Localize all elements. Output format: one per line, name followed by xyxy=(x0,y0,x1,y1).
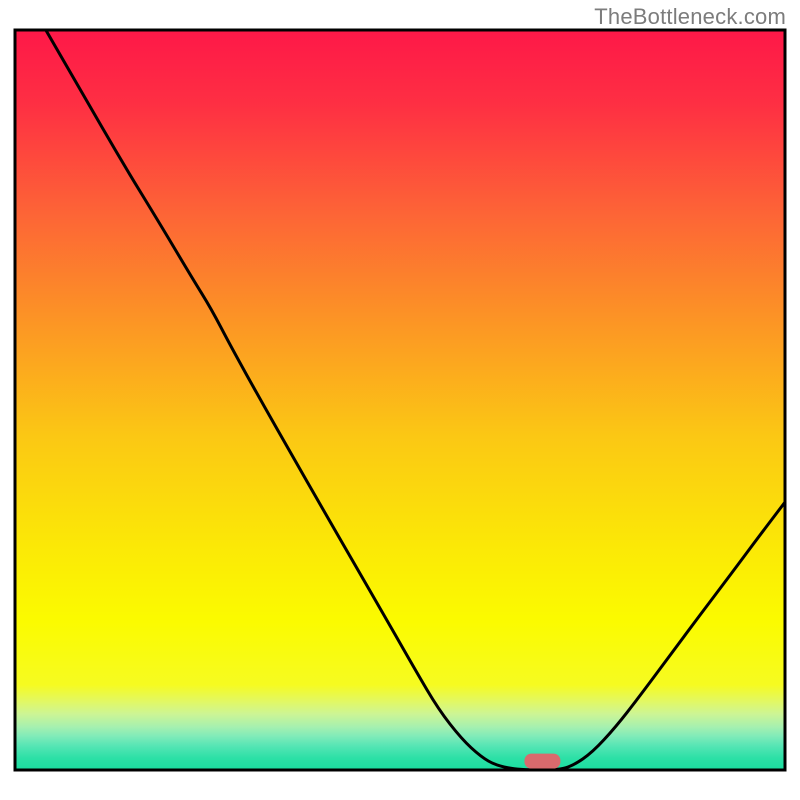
plot-background xyxy=(15,30,785,770)
chart-container: TheBottleneck.com xyxy=(0,0,800,800)
optimal-point-marker xyxy=(524,754,560,769)
bottleneck-curve-chart xyxy=(0,0,800,800)
watermark-text: TheBottleneck.com xyxy=(594,4,786,30)
